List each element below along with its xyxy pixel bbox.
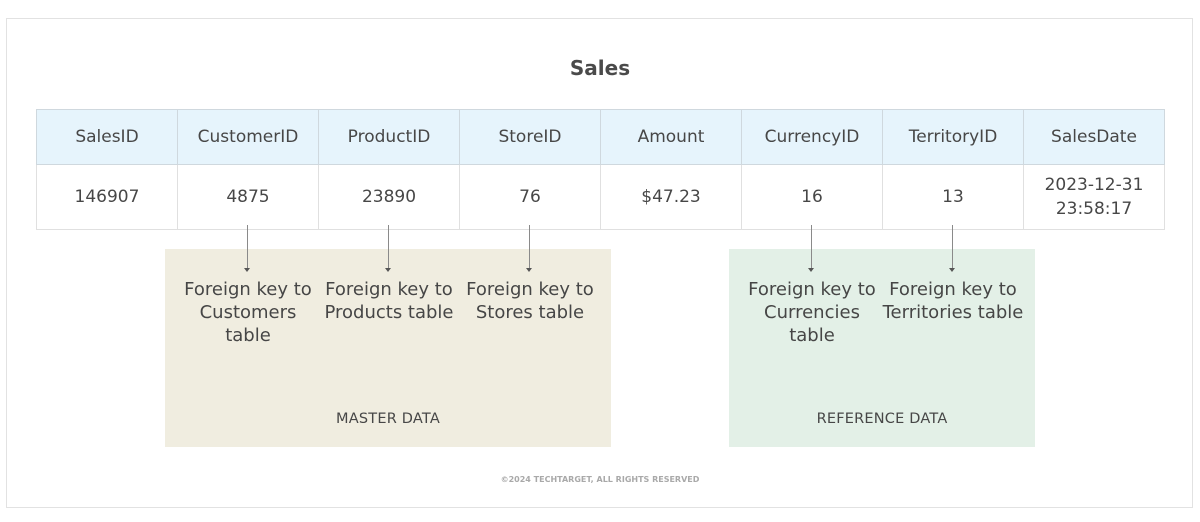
fk-territories-note: Foreign key to Territories table — [882, 279, 1024, 323]
reference-data-box: REFERENCE DATA — [729, 249, 1035, 447]
arrow-down-icon — [244, 225, 250, 272]
column-header-storeid: StoreID — [459, 109, 601, 165]
arrow-down-icon — [949, 225, 955, 272]
fk-currencies-note: Foreign key to Currencies table — [748, 279, 876, 346]
table-header-row: SalesID CustomerID ProductID StoreID Amo… — [36, 109, 1165, 165]
diagram-title: Sales — [569, 56, 631, 80]
diagram-frame — [6, 18, 1193, 508]
cell-amount: $47.23 — [600, 164, 742, 230]
cell-salesid: 146907 — [36, 164, 178, 230]
cell-territoryid: 13 — [882, 164, 1024, 230]
arrow-down-icon — [526, 225, 532, 272]
column-header-customerid: CustomerID — [177, 109, 319, 165]
column-header-salesdate: SalesDate — [1023, 109, 1165, 165]
fk-stores-note: Foreign key to Stores table — [466, 279, 594, 323]
arrow-down-icon — [808, 225, 814, 272]
master-data-box: MASTER DATA — [165, 249, 611, 447]
table-row: 146907 4875 23890 76 $47.23 16 13 2023-1… — [36, 164, 1165, 230]
cell-storeid: 76 — [459, 164, 601, 230]
cell-salesdate: 2023-12-31 23:58:17 — [1023, 164, 1165, 230]
cell-productid: 23890 — [318, 164, 460, 230]
column-header-amount: Amount — [600, 109, 742, 165]
column-header-productid: ProductID — [318, 109, 460, 165]
column-header-currencyid: CurrencyID — [741, 109, 883, 165]
arrow-down-icon — [385, 225, 391, 272]
column-header-salesid: SalesID — [36, 109, 178, 165]
reference-data-label: REFERENCE DATA — [816, 411, 948, 427]
master-data-label: MASTER DATA — [336, 411, 440, 427]
column-header-territoryid: TerritoryID — [882, 109, 1024, 165]
sales-table: SalesID CustomerID ProductID StoreID Amo… — [36, 109, 1165, 230]
cell-currencyid: 16 — [741, 164, 883, 230]
fk-customers-note: Foreign key to Customers table — [184, 279, 312, 346]
fk-products-note: Foreign key to Products table — [324, 279, 454, 323]
cell-customerid: 4875 — [177, 164, 319, 230]
copyright-notice: ©2024 TECHTARGET, ALL RIGHTS RESERVED — [500, 475, 700, 484]
